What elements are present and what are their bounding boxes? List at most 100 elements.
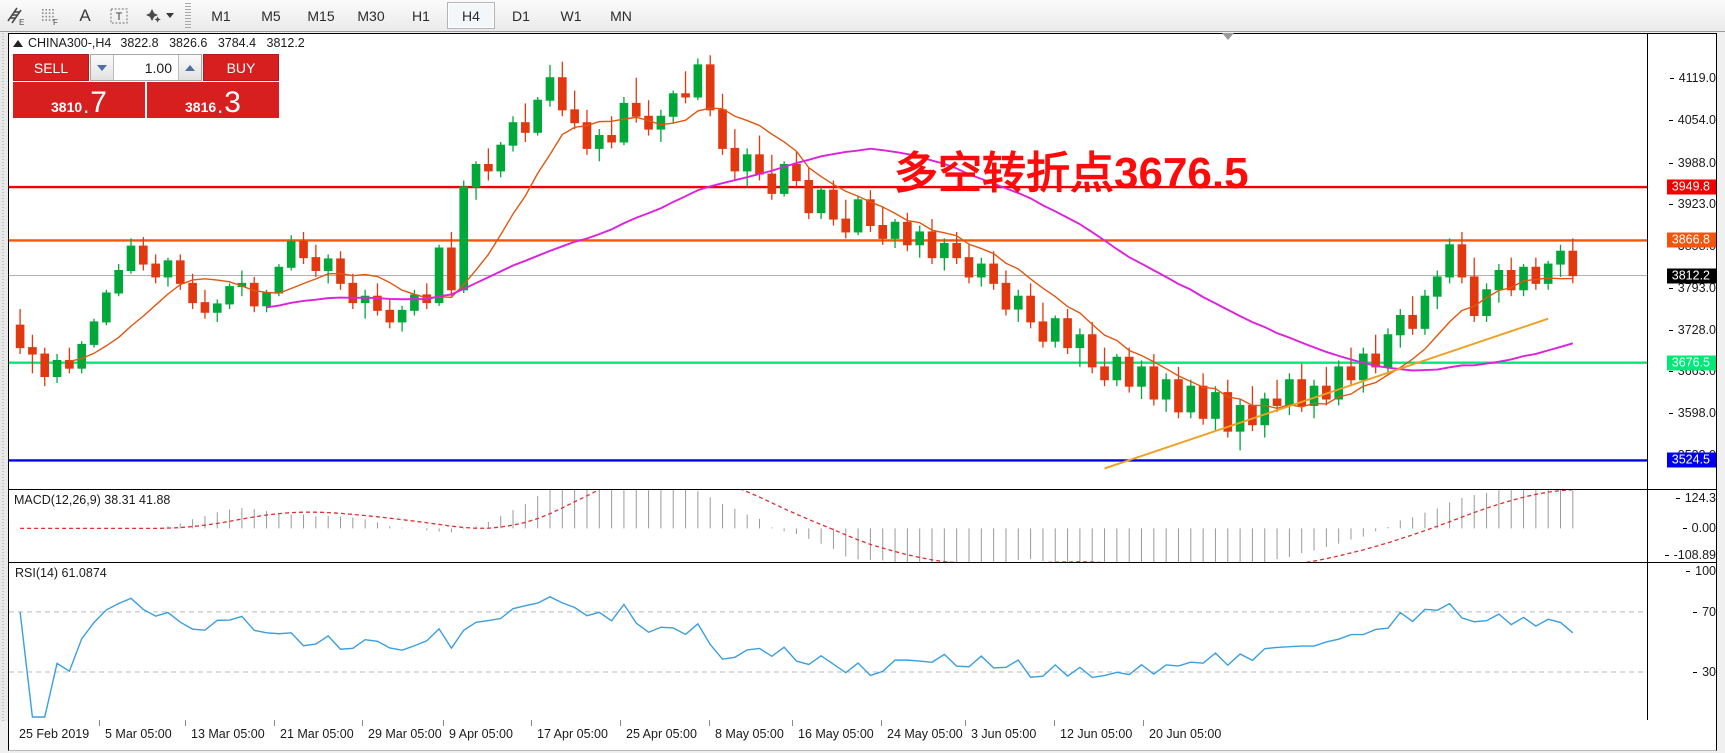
price-level-tag[interactable]: 3812.2 [1666,268,1716,283]
timeframe-h4[interactable]: H4 [447,2,495,29]
indicators-icon[interactable]: E [0,1,34,30]
quote-high: 3826.6 [169,36,208,50]
sell-price-button[interactable]: 3810 . 7 [13,82,145,118]
timeframe-h1[interactable]: H1 [412,7,430,24]
svg-text:E: E [19,18,24,27]
macd-label: MACD(12,26,9) 38.31 41.88 [14,493,171,507]
text-icon[interactable]: A [68,1,102,30]
time-tick [443,720,444,726]
macd-tick: 124.3 [1675,491,1716,505]
rsi-tick: 30 [1693,665,1716,679]
sell-price-dot: . [83,93,90,118]
price-level-tag[interactable]: 3524.5 [1666,452,1716,468]
price-tick: 3728.0 [1668,323,1716,337]
time-tick [1054,720,1055,726]
macd-tick: -108.89 [1664,548,1716,562]
objects-icon[interactable] [136,1,170,30]
timeframe-d1[interactable]: D1 [512,7,530,24]
time-tick [965,720,966,726]
objects-dropdown-caret[interactable] [166,13,174,18]
time-label: 25 Feb 2019 [19,727,90,741]
buy-button[interactable]: BUY [203,54,279,81]
timeframe-group: M1 M5 M15 M30 H1 H4 D1 W1 MN [196,2,646,29]
volume-increment-button[interactable] [178,55,201,80]
text-label-icon[interactable]: T [102,1,136,30]
collapse-triangle-icon[interactable] [13,39,23,47]
time-tick [99,720,100,726]
time-label: 20 Jun 05:00 [1149,727,1222,741]
time-tick [274,720,275,726]
time-tick [620,720,621,726]
rsi-tick: 70 [1693,605,1716,619]
quote-bar: CHINA300-,H4 3822.8 3826.6 3784.4 3812.2 [9,34,1716,52]
text-icon-glyph: A [79,5,91,25]
chart-annotation: 多空转折点3676.5 [894,149,1249,198]
buy-price-decimal: 3 [224,86,241,120]
time-axis[interactable]: 25 Feb 2019 5 Mar 05:00 13 Mar 05:00 21 Mar… [8,720,1717,751]
axis-divider [1647,34,1648,720]
timeframe-mn[interactable]: MN [610,7,632,24]
time-label: 21 Mar 05:00 [280,727,354,741]
quote-close: 3812.2 [266,36,305,50]
price-tick: 4054.0 [1668,113,1716,127]
price-chart-plot[interactable]: 4119.04054.03988.03923.03858.03793.03728… [9,52,1716,489]
toolbar-grip[interactable] [184,2,192,29]
rsi-plot[interactable]: RSI(14) 61.0874 100 70 30 [9,563,1716,721]
volume-value[interactable]: 1.00 [144,59,172,76]
time-label: 3 Jun 05:00 [971,727,1037,741]
price-axis[interactable]: 4119.04054.03988.03923.03858.03793.03728… [1648,52,1716,489]
scroll-indicator-icon [1222,33,1234,40]
price-level-tag[interactable]: 3866.8 [1666,232,1716,248]
timeframe-m30[interactable]: M30 [357,7,385,24]
time-label: 12 Jun 05:00 [1060,727,1133,741]
time-label: 16 May 05:00 [798,727,874,741]
volume-decrement-button[interactable] [91,55,114,80]
timeframe-m1[interactable]: M1 [211,7,231,24]
price-tick: 3923.0 [1668,197,1716,211]
price-tick: 4119.0 [1669,71,1716,85]
time-label: 8 May 05:00 [715,727,784,741]
time-label: 5 Mar 05:00 [105,727,172,741]
price-level-tag[interactable]: 3949.8 [1666,179,1716,195]
price-series-svg [9,55,1648,470]
time-tick [185,720,186,726]
price-tick: 3793.0 [1668,281,1716,295]
macd-tick: 0.00 [1682,521,1716,535]
time-tick [531,720,532,726]
symbol-label: CHINA300-,H4 [28,36,112,50]
macd-plot[interactable]: MACD(12,26,9) 38.31 41.88 124.3 0.00 -108.… [9,490,1716,562]
rsi-axis: 100 70 30 [1648,563,1716,721]
time-tick [881,720,882,726]
price-tick: 3988.0 [1668,156,1716,170]
timeframe-m5[interactable]: M5 [261,7,281,24]
time-tick [1143,720,1144,726]
price-tick: 3598.0 [1668,406,1716,420]
svg-text:T: T [116,11,123,23]
sell-price-integer: 3810 [51,99,83,115]
price-level-tag[interactable]: 3676.5 [1666,355,1716,371]
sell-button[interactable]: SELL [13,54,89,81]
toolbar: E F A [0,0,1725,32]
svg-text:F: F [53,18,58,27]
grid-icon[interactable]: F [34,1,68,30]
buy-price-button[interactable]: 3816 . 3 [147,82,279,118]
timeframe-w1[interactable]: W1 [560,7,582,24]
time-tick [362,720,363,726]
macd-axis: 124.3 0.00 -108.89 [1648,490,1716,562]
time-label: 13 Mar 05:00 [191,727,265,741]
buy-price-integer: 3816 [185,99,217,115]
quote-low: 3784.4 [217,36,257,50]
time-label: 29 Mar 05:00 [368,727,442,741]
rsi-tick: 100 [1686,564,1716,578]
time-label: 9 Apr 05:00 [449,727,513,741]
sell-price-decimal: 7 [90,86,107,120]
time-tick [792,720,793,726]
time-label: 25 Apr 05:00 [626,727,697,741]
quote-open: 3822.8 [120,36,159,50]
one-click-trade-panel: SELL 1.00 BUY 3810 . 7 3816 . 3 [13,54,279,118]
volume-stepper[interactable]: 1.00 [90,54,202,81]
rsi-series-svg [9,596,1648,718]
timeframe-m15[interactable]: M15 [307,7,335,24]
buy-price-dot: . [217,93,224,118]
